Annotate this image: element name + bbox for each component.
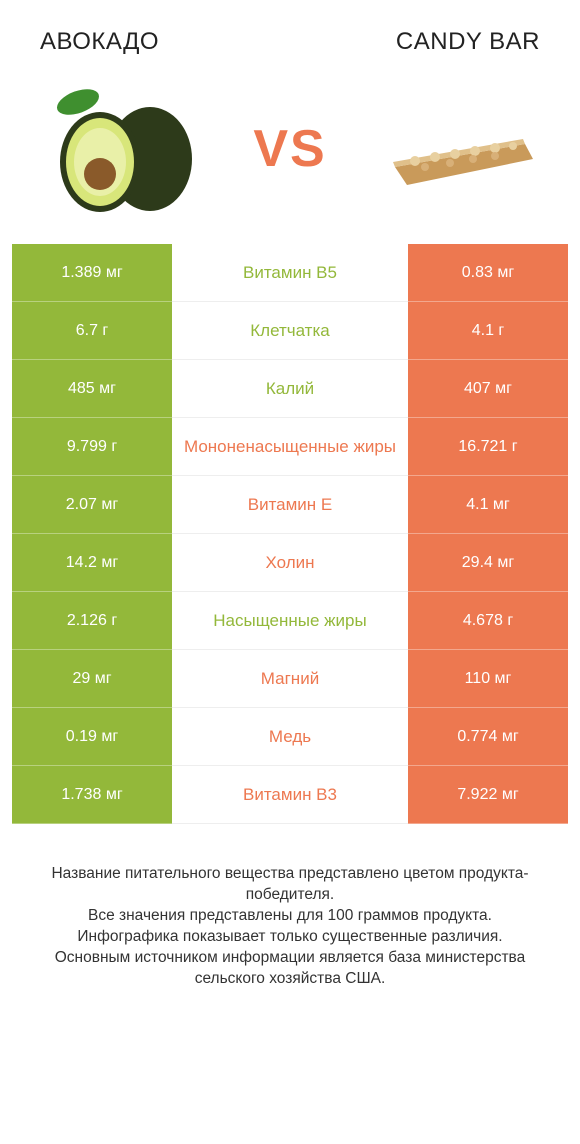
vs-label: VS bbox=[253, 119, 326, 179]
table-row: 2.126 гНасыщенные жиры4.678 г bbox=[12, 592, 568, 650]
table-row: 0.19 мгМедь0.774 мг bbox=[12, 708, 568, 766]
table-row: 1.389 мгВитамин B50.83 мг bbox=[12, 244, 568, 302]
right-value: 4.678 г bbox=[408, 592, 568, 650]
footer-text: Название питательного вещества представл… bbox=[0, 824, 580, 990]
right-value: 4.1 мг bbox=[408, 476, 568, 534]
left-value: 1.389 мг bbox=[12, 244, 172, 302]
table-row: 1.738 мгВитамин B37.922 мг bbox=[12, 766, 568, 824]
nutrient-label: Витамин B5 bbox=[172, 244, 408, 302]
nutrient-label: Витамин B3 bbox=[172, 766, 408, 824]
nutrient-label: Насыщенные жиры bbox=[172, 592, 408, 650]
right-product-title: CANDY BAR bbox=[396, 28, 540, 56]
left-value: 485 мг bbox=[12, 360, 172, 418]
comparison-table: 1.389 мгВитамин B50.83 мг6.7 гКлетчатка4… bbox=[0, 244, 580, 824]
right-value: 0.83 мг bbox=[408, 244, 568, 302]
images-row: VS bbox=[0, 66, 580, 244]
right-value: 7.922 мг bbox=[408, 766, 568, 824]
avocado-image bbox=[30, 84, 205, 214]
nutrient-label: Клетчатка bbox=[172, 302, 408, 360]
table-row: 9.799 гМононенасыщенные жиры16.721 г bbox=[12, 418, 568, 476]
right-value: 4.1 г bbox=[408, 302, 568, 360]
left-value: 2.07 мг bbox=[12, 476, 172, 534]
right-value: 29.4 мг bbox=[408, 534, 568, 592]
left-value: 9.799 г bbox=[12, 418, 172, 476]
nutrient-label: Медь bbox=[172, 708, 408, 766]
left-value: 14.2 мг bbox=[12, 534, 172, 592]
table-row: 29 мгМагний110 мг bbox=[12, 650, 568, 708]
right-value: 110 мг bbox=[408, 650, 568, 708]
table-row: 14.2 мгХолин29.4 мг bbox=[12, 534, 568, 592]
right-value: 0.774 мг bbox=[408, 708, 568, 766]
left-value: 1.738 мг bbox=[12, 766, 172, 824]
table-row: 2.07 мгВитамин E4.1 мг bbox=[12, 476, 568, 534]
left-value: 29 мг bbox=[12, 650, 172, 708]
left-value: 2.126 г bbox=[12, 592, 172, 650]
nutrient-label: Мононенасыщенные жиры bbox=[172, 418, 408, 476]
left-product-title: АВОКАДО bbox=[40, 28, 159, 56]
nutrient-label: Магний bbox=[172, 650, 408, 708]
right-value: 16.721 г bbox=[408, 418, 568, 476]
table-row: 485 мгКалий407 мг bbox=[12, 360, 568, 418]
left-value: 0.19 мг bbox=[12, 708, 172, 766]
left-value: 6.7 г bbox=[12, 302, 172, 360]
candy-bar-image bbox=[375, 84, 550, 214]
nutrient-label: Холин bbox=[172, 534, 408, 592]
header: АВОКАДО CANDY BAR bbox=[0, 0, 580, 66]
comparison-infographic: АВОКАДО CANDY BAR VS bbox=[0, 0, 580, 990]
nutrient-label: Витамин E bbox=[172, 476, 408, 534]
right-value: 407 мг bbox=[408, 360, 568, 418]
table-row: 6.7 гКлетчатка4.1 г bbox=[12, 302, 568, 360]
nutrient-label: Калий bbox=[172, 360, 408, 418]
